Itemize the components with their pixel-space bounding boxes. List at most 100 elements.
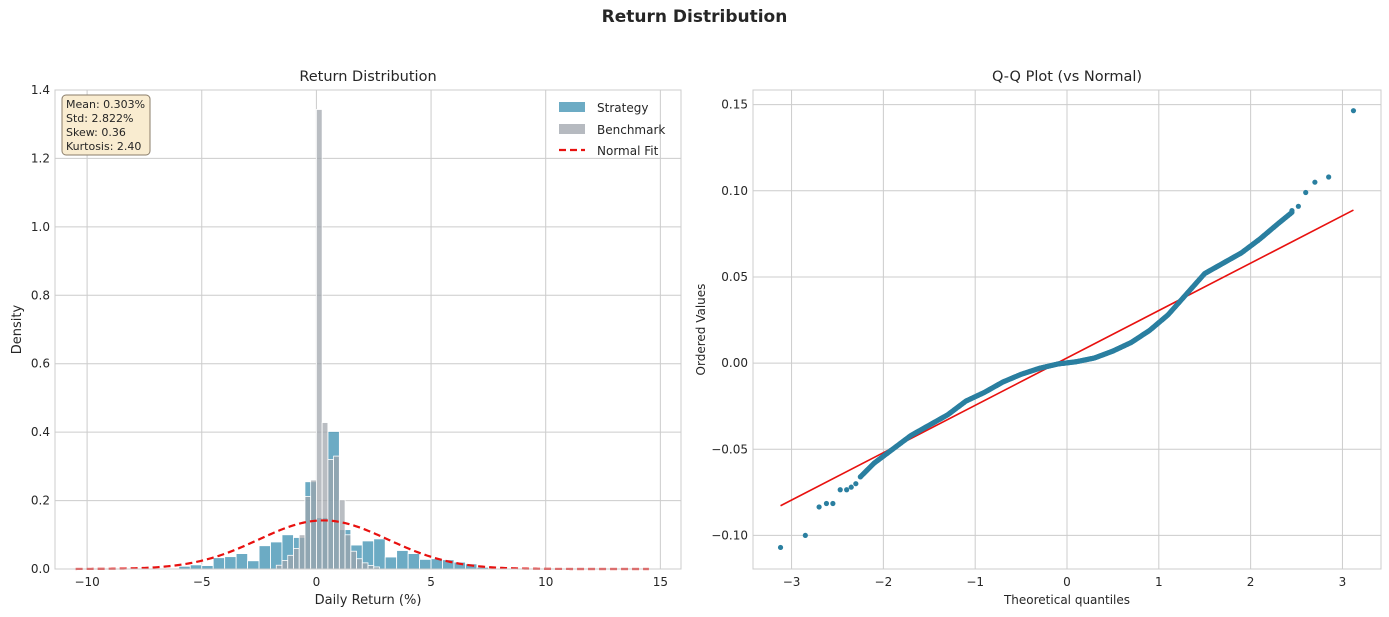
histogram-ytick-label: 0.8	[31, 288, 50, 302]
qq-point	[777, 544, 784, 551]
qq-point	[1289, 208, 1295, 214]
benchmark-bar	[275, 564, 283, 570]
histogram-ytick-label: 1.0	[31, 220, 50, 234]
qq-ytick-label: −0.10	[711, 528, 748, 542]
histogram-xtick-label: 10	[538, 575, 553, 589]
qq-ytick-label: 0.15	[721, 98, 748, 112]
qq-point	[848, 484, 854, 490]
qq-ytick-label: 0.00	[721, 356, 748, 370]
histogram-frame	[54, 89, 682, 570]
strategy-bar	[419, 559, 432, 570]
qq-ytick-label: 0.05	[721, 270, 748, 284]
benchmark-bars	[275, 109, 380, 570]
histogram-xtick-label: 5	[427, 575, 435, 589]
benchmark-bar	[321, 422, 329, 570]
histogram-legend: Strategy Benchmark Normal Fit	[559, 101, 665, 158]
qq-point	[837, 487, 843, 493]
benchmark-bar	[310, 479, 317, 570]
legend-label-benchmark: Benchmark	[597, 123, 665, 137]
histogram-xtick-label: 15	[653, 575, 668, 589]
histogram-ytick-label: 0.2	[31, 494, 50, 508]
benchmark-bar	[338, 499, 346, 570]
histogram-xtick-label: 0	[313, 575, 321, 589]
qq-point	[1295, 203, 1301, 209]
histogram-ytick-label: 1.4	[31, 83, 50, 97]
strategy-bar	[201, 565, 214, 570]
legend-swatch-benchmark	[559, 124, 585, 134]
histogram-grid	[55, 89, 681, 570]
qq-xlabel: Theoretical quantiles	[1003, 593, 1130, 607]
qq-xtick-label: −3	[783, 575, 801, 589]
benchmark-bar	[367, 565, 375, 570]
qq-xtick-label: 1	[1155, 575, 1163, 589]
benchmark-bar	[327, 459, 335, 570]
qq-point	[802, 532, 808, 539]
qq-xtick-label: 2	[1247, 575, 1255, 589]
benchmark-bar	[344, 534, 352, 570]
strategy-bar	[384, 556, 398, 570]
strategy-bar	[258, 545, 271, 570]
legend-label-strategy: Strategy	[597, 101, 648, 115]
stats-std: Std: 2.822%	[66, 112, 133, 125]
strategy-bar	[247, 560, 260, 570]
benchmark-bar	[356, 558, 363, 570]
qq-xtick-label: 3	[1339, 575, 1347, 589]
stats-kurtosis: Kurtosis: 2.40	[66, 140, 141, 153]
qq-ticks: −3 −2 −1 0 1 2 3 −0.10 −0.05 0.00 0.05 0.10 0.15	[711, 98, 1346, 589]
qq-point	[816, 504, 822, 510]
qq-title: Q-Q Plot (vs Normal)	[992, 69, 1142, 85]
strategy-bar	[189, 564, 203, 570]
qq-ytick-label: 0.10	[721, 184, 748, 198]
qq-xtick-label: −1	[966, 575, 984, 589]
qq-fit-line	[780, 209, 1354, 507]
qq-ytick-label: −0.05	[711, 442, 748, 456]
strategy-bar	[407, 553, 420, 570]
strategy-bar	[396, 550, 409, 570]
qq-point	[853, 481, 859, 487]
histogram-panel: −10 −5 0 5 10 15 0.0 0.2 0.4 0.6 0.8 1.0 1.2 1.4 Retu…	[10, 69, 682, 608]
qq-xtick-label: −2	[875, 575, 893, 589]
histogram-title: Return Distribution	[299, 69, 436, 85]
qq-point	[830, 500, 836, 507]
histogram-xlabel: Daily Return (%)	[315, 593, 422, 608]
qq-ylabel: Ordered Values	[694, 284, 708, 376]
benchmark-bar	[287, 554, 294, 570]
histogram-xtick-label: −10	[74, 575, 99, 589]
benchmark-bar	[298, 534, 306, 570]
qq-points	[777, 108, 1357, 551]
qq-point	[1350, 108, 1357, 114]
histogram-ytick-label: 0.4	[31, 425, 50, 439]
benchmark-bar	[350, 550, 357, 570]
legend-label-normal-fit: Normal Fit	[597, 144, 659, 158]
stats-box: Mean: 0.303% Std: 2.822% Skew: 0.36 Kurt…	[61, 94, 151, 156]
histogram-ytick-label: 0.6	[31, 357, 50, 371]
qq-point	[1303, 189, 1309, 196]
figure-title: Return Distribution	[602, 7, 788, 27]
legend-swatch-strategy	[559, 102, 585, 112]
benchmark-bar	[304, 496, 312, 570]
qq-point	[823, 500, 830, 507]
qq-point	[1312, 179, 1318, 185]
benchmark-bar	[293, 548, 300, 570]
qq-xtick-label: 0	[1063, 575, 1071, 589]
qq-grid	[753, 90, 1381, 569]
strategy-bar	[235, 553, 249, 570]
histogram-xtick-label: −5	[193, 575, 211, 589]
qq-point	[844, 487, 850, 493]
benchmark-bar	[361, 562, 369, 570]
histogram-ytick-label: 0.0	[31, 562, 50, 576]
strategy-bar	[224, 556, 237, 570]
benchmark-bar	[316, 109, 323, 570]
benchmark-bar	[333, 455, 340, 570]
benchmark-bar	[281, 560, 289, 570]
histogram-ticks: −10 −5 0 5 10 15 0.0 0.2 0.4 0.6 0.8 1.0 1.2 1.4	[31, 83, 668, 589]
qq-point	[857, 474, 864, 480]
histogram-ylabel: Density	[10, 304, 25, 354]
stats-skew: Skew: 0.36	[66, 126, 126, 139]
qq-frame	[752, 89, 1382, 570]
stats-mean: Mean: 0.303%	[66, 98, 145, 111]
qq-panel: −3 −2 −1 0 1 2 3 −0.10 −0.05 0.00 0.05 0.10 0.15 Q-Q…	[694, 69, 1382, 607]
strategy-bar	[373, 538, 386, 570]
histogram-ytick-label: 1.2	[31, 151, 50, 165]
